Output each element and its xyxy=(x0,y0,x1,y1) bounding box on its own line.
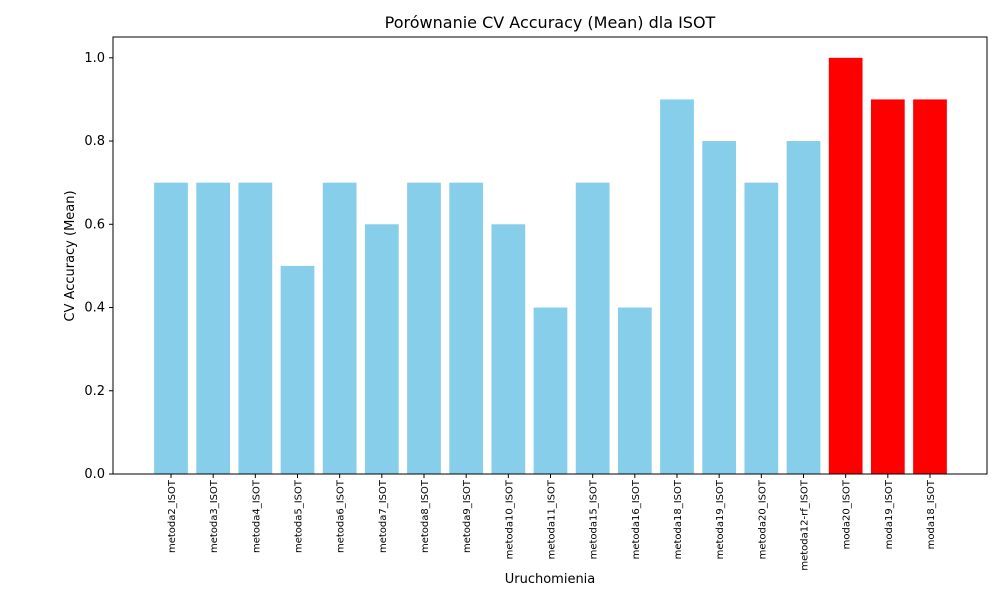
x-tick-label: metoda16_ISOT xyxy=(631,479,642,559)
x-tick-label: metoda18_ISOT xyxy=(673,479,684,559)
y-tick-label: 0.6 xyxy=(84,217,105,232)
bar-10 xyxy=(533,307,568,474)
y-tick-label: 0.4 xyxy=(84,301,105,316)
chart-title: Porównanie CV Accuracy (Mean) dla ISOT xyxy=(385,13,716,32)
x-tick-label: metoda3_ISOT xyxy=(209,479,220,553)
bar-8 xyxy=(449,182,484,474)
bar-12 xyxy=(617,307,652,474)
x-tick-label: metoda20_ISOT xyxy=(757,479,768,559)
bar-5 xyxy=(322,182,357,474)
bar-6 xyxy=(364,224,399,474)
x-tick-label: metoda12-rf_ISOT xyxy=(800,479,811,571)
x-tick-label: metoda5_ISOT xyxy=(294,479,305,553)
x-tick-label: metoda8_ISOT xyxy=(420,479,431,553)
bar-2 xyxy=(196,182,231,474)
x-tick-label: metoda19_ISOT xyxy=(715,479,726,559)
bars-group xyxy=(154,57,947,475)
y-tick-label: 0.0 xyxy=(84,467,105,482)
bar-19 xyxy=(913,99,947,474)
bar-18 xyxy=(870,99,905,474)
bar-7 xyxy=(407,182,441,474)
x-tick-label: metoda11_ISOT xyxy=(547,479,558,559)
x-tick-label: metoda10_ISOT xyxy=(504,479,515,559)
x-tick-label: metoda4_ISOT xyxy=(251,479,262,553)
bar-4 xyxy=(280,265,315,474)
bar-9 xyxy=(491,224,526,474)
y-tick-label: 0.2 xyxy=(84,384,105,399)
bar-1 xyxy=(154,182,188,474)
bar-13 xyxy=(660,99,694,474)
x-tick-label: metoda2_ISOT xyxy=(167,479,178,553)
plot-frame xyxy=(112,36,988,475)
x-tick-label: moda19_ISOT xyxy=(884,479,895,549)
x-tick-label: moda20_ISOT xyxy=(842,479,853,549)
x-tick-label: metoda9_ISOT xyxy=(462,479,473,553)
bar-14 xyxy=(702,141,737,475)
x-axis: metoda2_ISOT metoda3_ISOT metoda4_ISOT meto… xyxy=(167,474,937,571)
y-axis-label: CV Accuracy (Mean) xyxy=(63,190,78,321)
y-tick-label: 1.0 xyxy=(84,51,105,66)
x-axis-label: Uruchomienia xyxy=(505,572,596,587)
bar-11 xyxy=(575,182,610,474)
bar-15 xyxy=(744,182,779,474)
bar-3 xyxy=(238,182,273,474)
y-axis: 0.0 0.2 0.4 0.6 0.8 1.0 xyxy=(84,51,113,482)
bar-17 xyxy=(828,57,863,475)
x-tick-label: metoda15_ISOT xyxy=(589,479,600,559)
y-tick-label: 0.8 xyxy=(84,134,105,149)
x-tick-label: metoda7_ISOT xyxy=(378,479,389,553)
bar-16 xyxy=(786,141,821,475)
x-tick-label: metoda6_ISOT xyxy=(336,479,347,553)
x-tick-label: moda18_ISOT xyxy=(926,479,937,549)
